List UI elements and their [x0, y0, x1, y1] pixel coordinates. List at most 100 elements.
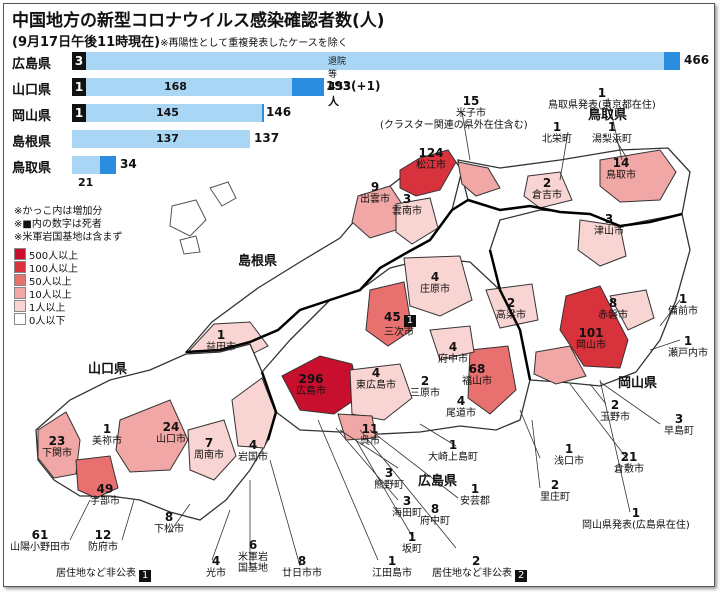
- bar-pref-label: 広島県: [12, 57, 52, 72]
- city-label-akaiwa: 8 赤磐市: [598, 296, 628, 321]
- city-label-mihara: 2 三原市: [410, 374, 440, 399]
- kurashiki-area: [533, 345, 587, 385]
- figure-frame: [3, 3, 715, 587]
- okayama-city-area: [559, 285, 629, 369]
- city-label-tottori-city: 14 鳥取市: [606, 156, 636, 181]
- city-label-matsue: 124 松江市: [416, 146, 446, 171]
- legend-item: 100人以上: [14, 261, 122, 275]
- city-label-etajima: 1 江田島市: [372, 554, 412, 579]
- city-label-tsuyama: 3 津山市: [594, 212, 624, 237]
- fuchu-area: [429, 325, 475, 361]
- city-label-iwakuni: 4 岩国市: [238, 438, 268, 463]
- death-count-box: 1: [72, 78, 86, 96]
- higashihiroshima-area: [349, 363, 413, 421]
- city-label-okayama-pref-announce: 1 岡山県発表(広島県在住): [582, 506, 690, 531]
- legend-note: ※かっこ内は増加分: [14, 206, 103, 217]
- bar-active: [262, 104, 264, 122]
- pref-label-yamaguchi: 山口県: [88, 362, 128, 377]
- shobara-area: [403, 255, 473, 317]
- legend-note: ※■内の数字は死者: [14, 219, 102, 230]
- city-label-asakuchi: 1 浅口市: [554, 442, 584, 467]
- fukuyama-area: [467, 345, 517, 415]
- shimonoseki-area: [37, 411, 81, 479]
- kure-area: [337, 413, 377, 441]
- matsue-area: [399, 149, 457, 197]
- city-label-miyoshi: 45 1 三次市: [384, 310, 416, 338]
- city-label-iwakuni-base: 6 米軍岩国基地: [238, 538, 268, 574]
- leader-lines: [69, 97, 681, 567]
- subtitle-note: ※再陽性として重複発表したケースを除く: [160, 38, 348, 49]
- city-label-satosho: 2 里庄町: [540, 478, 570, 503]
- city-label-izumo: 9 出雲市: [360, 180, 390, 205]
- legend-item: 10人以上: [14, 287, 122, 301]
- city-label-shobara: 4 庄原市: [420, 270, 450, 295]
- legend-item: 1人以上: [14, 300, 122, 314]
- legend: ※かっこ内は増加分 ※■内の数字は死者 ※米軍岩国基地は含まず 500人以上 1…: [14, 205, 123, 327]
- bar-pref-label: 岡山県: [12, 109, 52, 124]
- pref-label-tottori: 鳥取県: [588, 108, 628, 123]
- city-label-hokuei: 1 北栄町: [542, 120, 572, 145]
- pref-border: [260, 371, 278, 441]
- city-label-setouchi: 1 瀬戸内市: [668, 334, 708, 359]
- city-note-yonago: (クラスター関連の県外在住含む): [380, 120, 528, 131]
- death-count-box: 1: [139, 570, 152, 582]
- bar-discharged: [72, 156, 100, 174]
- bar-total: 34: [120, 157, 137, 171]
- bar-discharged: [72, 104, 262, 122]
- city-label-fuchu-cho: 8 府中町: [420, 502, 450, 527]
- city-label-kaita: 3 海田町: [392, 494, 422, 519]
- city-label-hiroshima-city: 296 広島市: [296, 372, 326, 397]
- bar-total: 146: [266, 105, 292, 119]
- city-label-hatsukaichi: 8 廿日市市: [282, 554, 322, 579]
- undisclosed-hiroshima: 2 居住地など非公表 2: [432, 555, 528, 582]
- bar-pref-label: 鳥取県: [12, 161, 52, 176]
- death-count-box: 2: [515, 570, 528, 582]
- undisclosed-yamaguchi: 居住地など非公表 1: [56, 568, 152, 582]
- city-label-ube: 49 宇部市: [90, 482, 120, 507]
- death-count-box: 1: [403, 315, 416, 327]
- akaiwa-area: [609, 289, 655, 331]
- city-label-aki-gun: 1 安芸郡: [460, 482, 490, 507]
- bar-pref-label: 山口県: [12, 83, 52, 98]
- bar-total: 137: [254, 131, 280, 145]
- death-count-box: 1: [72, 104, 86, 122]
- tottori-city-area: [599, 149, 677, 203]
- legend-item: 50人以上: [14, 274, 122, 288]
- city-label-saka: 1 坂町: [402, 530, 422, 555]
- pref-border: [185, 198, 469, 354]
- pref-label-shimane: 島根県: [238, 254, 278, 269]
- city-label-shimonoseki: 23 下関市: [42, 434, 72, 459]
- bar-inner-value: 21: [78, 176, 94, 189]
- city-label-unnan: 3 雲南市: [392, 192, 422, 217]
- tsuyama-area: [577, 219, 627, 267]
- bar-discharged: [72, 52, 664, 70]
- bar-inner-value: 退院等 453人: [328, 57, 351, 108]
- city-label-onomichi: 4 尾道市: [446, 394, 476, 419]
- bar-pref-label: 島根県: [12, 135, 52, 150]
- legend-note: ※米軍岩国基地は含まず: [14, 232, 123, 243]
- death-count-box: 3: [72, 52, 86, 70]
- city-label-fuchu: 4 府中市: [438, 340, 468, 365]
- city-label-takahashi: 2 高梁市: [496, 296, 526, 321]
- subtitle: (9月17日午後11時現在)※再陽性として重複発表したケースを除く: [12, 31, 348, 50]
- city-label-tottori-pref-announce: 1 鳥取県発表(東京都在住): [548, 86, 656, 111]
- takahashi-area: [485, 283, 539, 329]
- pref-label-okayama: 岡山県: [618, 376, 658, 391]
- city-label-hofu: 12 防府市: [88, 528, 118, 553]
- city-label-osakikamijima: 1 大崎上島町: [428, 438, 478, 463]
- bar-inner-value: 145: [156, 106, 179, 119]
- city-label-yurihama: 1 湯梨浜町: [592, 120, 632, 145]
- pref-label-hiroshima: 広島県: [418, 474, 458, 489]
- city-label-hikari: 4 光市: [206, 554, 226, 579]
- bar-total: 193(+1): [326, 79, 381, 93]
- city-label-kure: 11 呉市: [360, 422, 380, 447]
- pref-border: [467, 198, 683, 228]
- pref-border: [488, 249, 532, 381]
- subtitle-date: (9月17日午後11時現在): [12, 35, 161, 50]
- ube-area: [75, 455, 119, 499]
- city-label-kurayoshi: 2 倉吉市: [532, 176, 562, 201]
- city-label-shunan: 7 周南市: [194, 436, 224, 461]
- miyoshi-area: [365, 281, 413, 347]
- city-label-hayashima: 3 早島町: [664, 412, 694, 437]
- city-label-yonago: 15 米子市: [456, 94, 486, 119]
